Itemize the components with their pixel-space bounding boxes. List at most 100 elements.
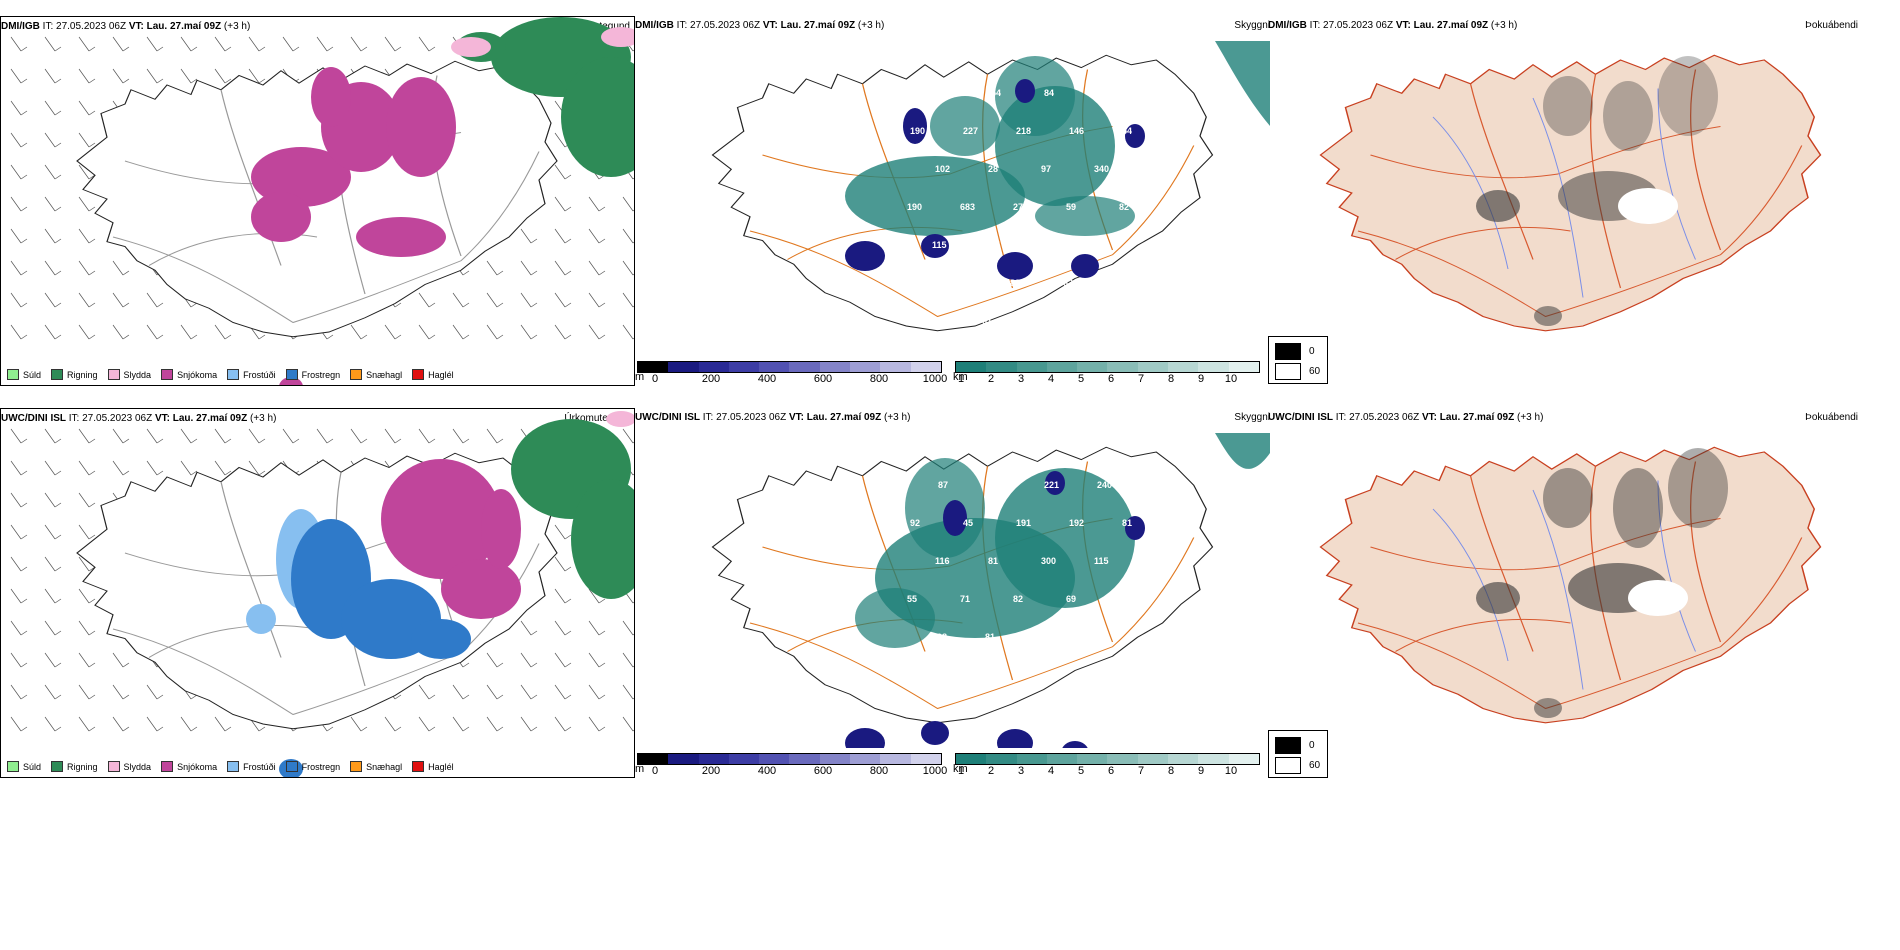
visibility-tick: 10: [1224, 765, 1238, 777]
legend-item: Rigning: [51, 761, 98, 772]
panel-title: Þokuábendi: [1805, 20, 1858, 31]
lead-time: (+3 h): [250, 413, 277, 424]
it-label: IT:: [1335, 412, 1347, 423]
panel-header: DMI/IGB IT: 27.05.2023 06Z VT: Lau. 27.m…: [1, 21, 250, 32]
vt-value: Lau. 27.maí 09Z: [1413, 20, 1489, 31]
elevation-tick: 1000: [922, 765, 948, 777]
cloud-height-label: 123: [1116, 278, 1131, 288]
fog-legend-label: 60: [1309, 760, 1321, 771]
lead-time: (+3 h): [857, 20, 885, 31]
visibility-tick: 6: [1107, 765, 1115, 777]
visibility-tick: 5: [1077, 373, 1085, 385]
elevation-colorbar: 0 200 400 600 800 1000 m: [635, 361, 947, 387]
elevation-colorbar: 0 200 400 600 800 1000 m: [635, 753, 947, 779]
model-name: UWC/DINI ISL: [1268, 412, 1333, 423]
legend-swatch: [107, 369, 120, 380]
cloud-height-label: 191: [1016, 518, 1031, 528]
cloud-height-label: 88: [1010, 278, 1020, 288]
legend-swatch: [285, 369, 298, 380]
cloud-height-label: 87: [938, 480, 948, 490]
visibility-unit: km: [953, 371, 968, 383]
legend-label: Haglél: [428, 761, 454, 772]
cloud-height-label: 59: [1066, 202, 1076, 212]
precip-map: [10, 411, 634, 777]
lead-time: (+3 h): [884, 412, 911, 423]
panel-title: Þokuábendi: [1805, 412, 1858, 423]
vt-label: VT:: [1395, 20, 1411, 31]
cloud-height-label: 82: [1119, 202, 1129, 212]
model-name: UWC/DINI ISL: [635, 412, 700, 423]
fog-legend-swatch: [1275, 757, 1301, 774]
cloud-height-label: 96: [885, 480, 895, 490]
it-value: 27.05.2023 06Z: [1323, 20, 1394, 31]
cloud-height-label: 85: [1038, 240, 1048, 250]
panel-title: Skyggni: [1234, 412, 1270, 423]
legend-label: Snæhagl: [366, 369, 403, 380]
visibility-unit: km: [953, 763, 968, 775]
cloud-height-label: 97: [1041, 164, 1051, 174]
legend-swatch: [350, 761, 363, 772]
it-value: 27.05.2023 06Z: [690, 20, 761, 31]
legend-swatch: [107, 761, 120, 772]
cloud-height-label: 240: [1097, 480, 1112, 490]
legend-item: Súld: [7, 369, 41, 380]
vt-label: VT:: [1421, 412, 1437, 423]
legend-item: Súld: [7, 761, 41, 772]
visibility-tick: 4: [1047, 373, 1055, 385]
fog-legend-label: 60: [1309, 366, 1321, 377]
visibility-colorbar: 1 2 3 4 5 6 7 8 9 10 km: [953, 753, 1260, 779]
legend-label: Snjókoma: [177, 761, 218, 772]
cloud-height-label: 62: [1063, 278, 1073, 288]
visibility-tick: 1: [957, 373, 965, 385]
legend-swatch: [51, 369, 64, 380]
fog-legend-item: 60: [1275, 363, 1320, 380]
cloud-visibility-panel: UWC/DINI ISL IT: 27.05.2023 06Z VT: Lau.…: [635, 408, 1270, 788]
cloud-height-label: 92: [910, 518, 920, 528]
cloud-height-label: 300: [1041, 556, 1056, 566]
lead-time: (+3 h): [1517, 412, 1544, 423]
visibility-tick: 1: [957, 765, 965, 777]
fog-legend: 0 60: [1268, 730, 1328, 778]
precip-map: [10, 17, 634, 385]
cloud-map: 96 87 108 221 240 92 45 191 192 81 116 81 300 115 55 71…: [711, 433, 1270, 748]
cloud-height-label: 55: [907, 594, 917, 604]
lead-time: (+3 h): [223, 21, 251, 32]
legend-swatch: [7, 761, 19, 772]
legend-item: Frostregn: [285, 369, 340, 380]
fog-legend-label: 0: [1309, 346, 1315, 357]
cloud-height-label: 81: [1122, 518, 1132, 528]
it-label: IT:: [68, 413, 80, 424]
cloud-height-label: 146: [1069, 126, 1084, 136]
precip-legend: Súld Rigning Slydda Snjókoma Frostúði Fr…: [7, 761, 454, 772]
legend-label: Frostúði: [243, 369, 276, 380]
visibility-tick: 3: [1017, 373, 1025, 385]
legend-label: Frostregn: [301, 761, 341, 772]
it-value: 27.05.2023 06Z: [56, 21, 127, 32]
legend-item: Snæhagl: [350, 369, 402, 380]
panel-title: Skyggni: [1234, 20, 1270, 31]
fog-legend-label: 0: [1309, 740, 1315, 751]
fog-legend-swatch: [1275, 343, 1301, 360]
legend-label: Snæhagl: [366, 761, 403, 772]
cloud-height-label: 111: [1038, 632, 1052, 642]
cloud-height-label: 81: [988, 556, 998, 566]
vt-value: Lau. 27.maí 09Z: [146, 21, 222, 32]
visibility-tick: 2: [987, 373, 995, 385]
cloud-height-label: 120: [1035, 316, 1050, 326]
cloud-height-label: 170: [885, 88, 900, 98]
cloud-height-label: 138: [1097, 88, 1112, 98]
vt-label: VT:: [154, 413, 170, 424]
elevation-tick: 200: [701, 373, 721, 385]
cloud-height-label: 151: [1091, 632, 1106, 642]
legend-item: Snjókoma: [161, 761, 217, 772]
cloud-height-label: 190: [910, 126, 925, 136]
legend-swatch: [350, 369, 363, 380]
fog-legend-swatch: [1275, 363, 1301, 380]
elevation-tick: 400: [757, 373, 777, 385]
fog-legend: 0 60: [1268, 336, 1328, 384]
it-value: 27.05.2023 06Z: [1349, 412, 1420, 423]
legend-label: Rigning: [67, 761, 98, 772]
cloud-height-label: 683: [960, 202, 975, 212]
elevation-tick: 800: [869, 765, 889, 777]
cloud-height-label: 227: [963, 126, 978, 136]
